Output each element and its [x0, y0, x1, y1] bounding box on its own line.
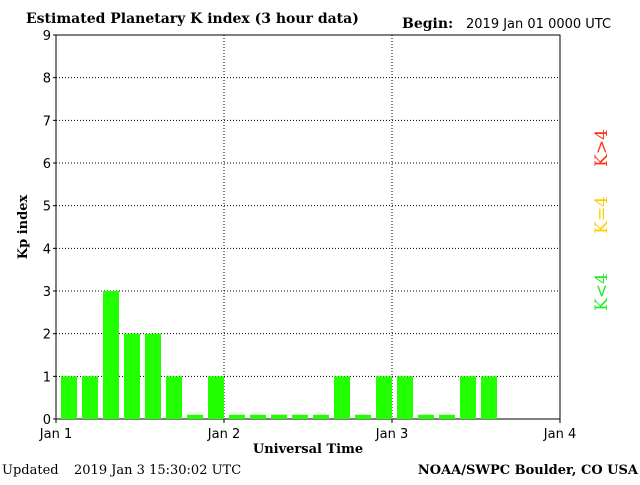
kp-bar — [145, 333, 161, 419]
kp-bar — [250, 414, 266, 419]
kp-bar — [292, 414, 308, 419]
legend-k-below-4: K<4 — [592, 273, 612, 311]
kp-bar — [460, 376, 476, 419]
kp-bar — [187, 414, 203, 419]
kp-bar — [397, 376, 413, 419]
y-tick-label: 8 — [43, 72, 51, 87]
y-tick-labels: 0 1 2 3 4 5 6 7 8 9 — [43, 29, 56, 428]
chart-title: Estimated Planetary K index (3 hour data… — [26, 11, 359, 27]
kp-bar — [103, 291, 119, 419]
legend-k-equals-4: K=4 — [592, 196, 612, 234]
updated-label: Updated — [2, 463, 59, 478]
x-tick-label: Jan 3 — [375, 427, 408, 442]
kp-bar — [334, 376, 350, 419]
begin-value: 2019 Jan 01 0000 UTC — [466, 17, 611, 32]
kp-bar — [271, 414, 287, 419]
source-credit: NOAA/SWPC Boulder, CO USA — [418, 463, 639, 478]
kp-bar — [313, 414, 329, 419]
x-tick-label: Jan 1 — [39, 427, 72, 442]
x-tick-label: Jan 4 — [543, 427, 576, 442]
kp-bar — [61, 376, 77, 419]
y-axis-label: Kp index — [16, 195, 31, 260]
kp-bar — [82, 376, 98, 419]
kp-bar — [166, 376, 182, 419]
x-axis-label: Universal Time — [253, 442, 363, 457]
x-tick-labels: Jan 1 Jan 2 Jan 3 Jan 4 — [39, 419, 576, 442]
kp-bar — [229, 414, 245, 419]
bars-group — [61, 291, 497, 419]
legend-k-above-4: K>4 — [592, 129, 612, 167]
y-tick-label: 6 — [43, 157, 51, 172]
kp-bar — [124, 333, 140, 419]
kp-bar — [481, 376, 497, 419]
kp-bar — [208, 376, 224, 419]
y-tick-label: 2 — [43, 328, 51, 343]
y-tick-label: 0 — [43, 413, 51, 428]
y-tick-label: 9 — [43, 29, 51, 44]
y-tick-label: 7 — [43, 114, 51, 129]
y-tick-label: 4 — [43, 242, 51, 257]
kp-bar — [439, 414, 455, 419]
updated-value: 2019 Jan 3 15:30:02 UTC — [74, 463, 241, 478]
y-tick-label: 5 — [43, 200, 51, 215]
kp-bar — [355, 414, 371, 419]
y-tick-label: 1 — [43, 370, 51, 385]
y-tick-label: 3 — [43, 285, 51, 300]
kp-bar — [418, 414, 434, 419]
kp-bar — [376, 376, 392, 419]
begin-label: Begin: — [402, 16, 453, 32]
x-tick-label: Jan 2 — [207, 427, 240, 442]
